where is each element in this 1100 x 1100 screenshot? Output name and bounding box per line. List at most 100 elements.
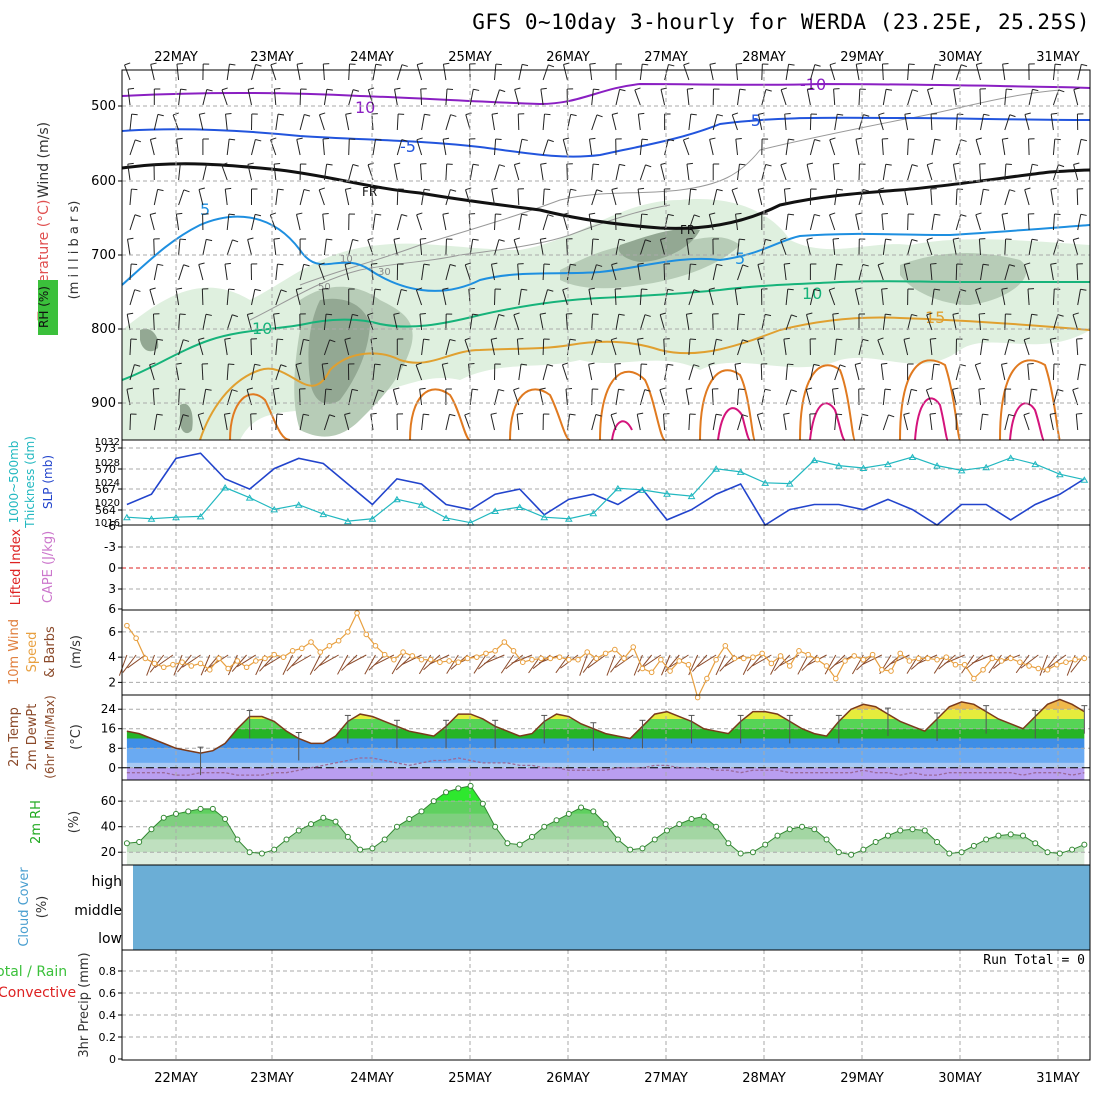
wind10-barb: [282, 654, 294, 675]
wind-barb-shaft: [224, 264, 228, 281]
wind-barb-flag: [1080, 213, 1087, 216]
label-five-b: 5: [735, 249, 745, 268]
wind-barb-shaft: [757, 189, 763, 206]
wind10-marker: [879, 666, 885, 673]
wind-barb-flag: [539, 312, 547, 315]
wind-barb-shaft: [348, 314, 353, 331]
rh-band: [126, 801, 1085, 814]
thickness-marker: [368, 515, 377, 522]
day-label-top: 29MAY: [840, 50, 884, 65]
rh2m-marker: [590, 808, 597, 815]
wind10-marker: [372, 643, 379, 649]
rh2m-marker: [246, 849, 253, 856]
wind-barb-flag: [739, 88, 746, 91]
wind-barb-shaft: [1004, 189, 1010, 206]
wind-barb-flag: [742, 339, 749, 343]
wind10-marker: [796, 648, 802, 654]
wind-barb-flag: [326, 313, 333, 316]
wind10-barb: [614, 654, 634, 669]
rh2m-marker: [762, 841, 769, 848]
wind-barb-flag: [1054, 138, 1061, 141]
wind-barb-shaft: [880, 364, 884, 381]
wind10-marker: [998, 658, 1005, 664]
wind-barb-flag: [911, 239, 918, 242]
wind-barb-shaft: [1052, 164, 1059, 181]
wind-barb-flag: [611, 262, 618, 266]
wind-barb-shaft: [712, 339, 717, 356]
cloud-tick-label: low: [98, 931, 122, 947]
rh-legend-swatch: [38, 280, 58, 335]
wind-barb-shaft: [299, 414, 304, 431]
wind-barb-flag: [642, 63, 649, 66]
wind-barb-shaft: [907, 164, 913, 181]
wind-barb-flag: [683, 137, 690, 141]
wind-barb-shaft: [1028, 239, 1033, 256]
wind-barb-shaft: [780, 89, 787, 106]
rh2m-marker: [897, 827, 904, 834]
wind-barb-shaft: [419, 314, 423, 331]
wind-barb-shaft: [490, 339, 495, 356]
wind-barb-shaft: [152, 389, 155, 406]
wind-barb-flag: [547, 364, 554, 367]
wind-barb-shaft: [980, 264, 984, 281]
wind-barb-flag: [149, 287, 156, 291]
wind-barb-flag: [450, 114, 457, 117]
rh2m-marker: [271, 846, 278, 853]
label-wind10-2: Speed: [25, 632, 40, 673]
wind-barb-shaft: [246, 314, 252, 331]
wind-barb-shaft: [780, 239, 787, 256]
wind-barb-flag: [296, 137, 303, 140]
wind-barb-flag: [198, 412, 205, 416]
wind-barb-flag: [832, 237, 840, 240]
cloud-ticks: high middle low: [74, 874, 122, 947]
wind-barb-flag: [765, 163, 772, 167]
thickness-marker: [638, 486, 647, 493]
wind-barb-flag: [1076, 413, 1083, 415]
wind-barb-shaft: [296, 64, 301, 81]
wind-barb-shaft: [421, 264, 425, 281]
wind-barb-shaft: [201, 288, 204, 306]
wind-barb-shaft: [955, 64, 962, 81]
wind-barb-shaft: [907, 64, 910, 81]
wind-barb-shaft: [926, 164, 933, 181]
wind-barb-shaft: [589, 64, 593, 81]
wind-barb-shaft: [611, 114, 617, 131]
wind-barb-flag: [540, 237, 547, 240]
rh2m-marker: [344, 833, 351, 840]
wind-barb-flag: [232, 239, 239, 243]
wind-barb-shaft: [542, 289, 548, 306]
wind-barb-flag: [344, 337, 351, 340]
wind-barb-flag: [352, 238, 359, 242]
label-precip-3: 3hr Precip (mm): [77, 952, 92, 1057]
wind-barb-shaft: [372, 214, 376, 231]
wind-barb-flag: [229, 63, 236, 66]
rh2m-marker: [148, 826, 155, 833]
rh-area-mid: [294, 237, 1027, 437]
wind-barb-flag: [863, 189, 870, 192]
wind-barb-flag: [787, 288, 794, 291]
wind10-marker: [455, 659, 462, 666]
wind10-barb: [856, 654, 873, 671]
wind-barb-shaft: [323, 389, 327, 406]
wind-barb-flag: [806, 312, 813, 315]
wind-barb-flag: [491, 112, 499, 115]
wind-barb-flag: [449, 264, 456, 267]
wind-barb-flag: [953, 87, 960, 90]
label-slp: SLP (mb): [41, 455, 55, 509]
wind-barb-shaft: [464, 339, 471, 356]
rh2m-panel: 60 40 20: [101, 780, 1090, 865]
wind-barb-flag: [832, 312, 839, 315]
panel-frames: [121, 69, 1091, 1061]
wind-barb-flag: [176, 62, 183, 65]
wind-barb-shaft: [250, 413, 252, 431]
wind10-barb: [889, 654, 910, 665]
day-labels-bottom: 22MAY 23MAY 24MAY 25MAY 26MAY 27MAY 28MAY 29MAY…: [154, 1071, 1080, 1086]
wind-barb-flag: [352, 89, 360, 92]
wind-barb-flag: [247, 312, 254, 316]
wind-barb-flag: [862, 413, 869, 417]
wind-barb-flag: [296, 62, 304, 65]
wind-barb-flag: [254, 363, 261, 366]
temp-contour-20: [229, 359, 1061, 441]
wind-barb-shaft: [153, 114, 159, 131]
wind10-barb: [692, 654, 708, 672]
